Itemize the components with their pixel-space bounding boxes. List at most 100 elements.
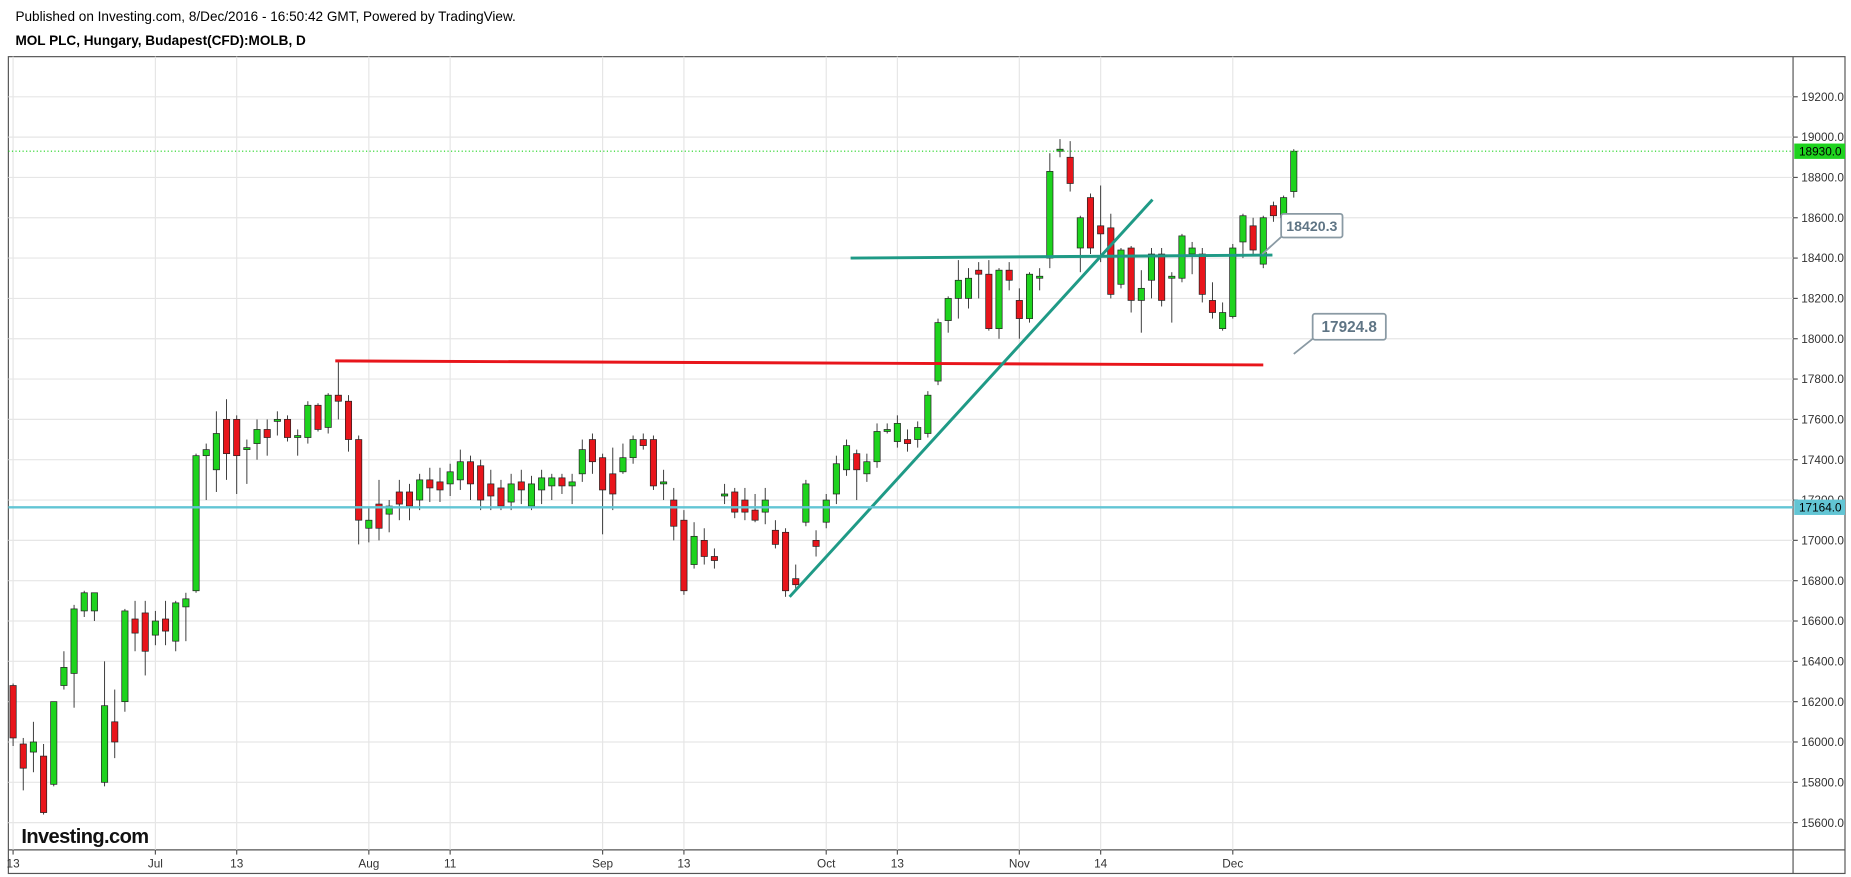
candle-body xyxy=(141,612,149,652)
candle-body xyxy=(832,463,840,495)
chart-frame xyxy=(7,56,1846,875)
x-tick-label: 14 xyxy=(1094,857,1108,871)
y-tick-label: 16400.0 xyxy=(1801,654,1844,668)
candle-body xyxy=(273,419,281,422)
candle-body xyxy=(395,491,403,505)
candle-body xyxy=(863,461,871,475)
candle-body xyxy=(456,461,464,481)
candle-body xyxy=(466,461,474,485)
candle-body xyxy=(375,503,383,529)
candle-body xyxy=(1208,300,1216,313)
candle-body xyxy=(192,455,200,592)
candle-body xyxy=(731,491,739,513)
x-tick-label: 13 xyxy=(230,857,244,871)
candle-body xyxy=(212,433,220,471)
candle-body xyxy=(29,741,37,753)
candle-body xyxy=(588,439,596,463)
candle-body xyxy=(1137,287,1145,301)
candle-body xyxy=(1229,247,1237,317)
candle-body xyxy=(710,556,718,561)
price-label-box xyxy=(1794,499,1845,515)
candle-body xyxy=(1076,217,1084,249)
candle-body xyxy=(1198,253,1206,295)
candle-body xyxy=(1046,171,1054,259)
candle-body xyxy=(812,540,820,547)
candle-body xyxy=(294,435,302,438)
candle-body xyxy=(1168,275,1176,279)
candle-body xyxy=(639,439,647,446)
candle-body xyxy=(70,608,78,674)
overlay: 18930.0 17164.0 18420.3 17924.8 xyxy=(8,143,1845,598)
x-tick-label: Oct xyxy=(817,857,836,871)
candle-body xyxy=(202,449,210,457)
y-tick-label: 18000.0 xyxy=(1801,332,1844,346)
candle-body xyxy=(50,701,58,785)
candle-body xyxy=(162,618,170,632)
y-tick-label: 16800.0 xyxy=(1801,574,1844,588)
candle-body xyxy=(131,618,139,634)
candle-body xyxy=(558,477,566,487)
candle-body xyxy=(345,400,353,440)
candle-body xyxy=(1239,215,1247,243)
trend-line xyxy=(788,198,1154,598)
candle-body xyxy=(243,447,251,450)
candle-body xyxy=(507,483,515,503)
candle-body xyxy=(965,277,973,299)
price-label: 17164.0 xyxy=(1799,500,1842,514)
candle-body xyxy=(182,598,190,608)
candle-body xyxy=(111,721,119,743)
candle-body xyxy=(985,273,993,330)
x-tick-label: Dec xyxy=(1222,857,1243,871)
x-tick-label: 13 xyxy=(7,857,21,871)
candle-body xyxy=(405,491,413,507)
candle-body xyxy=(365,519,373,529)
grid: 15600.0 15800.0 16000.0 16200.0 16400.0 16600… xyxy=(7,56,1844,871)
candle-body xyxy=(19,743,27,769)
candle-body xyxy=(487,483,495,497)
candle-body xyxy=(517,481,525,491)
candle-body xyxy=(90,592,98,612)
candle-body xyxy=(1188,247,1196,255)
y-tick-label: 18800.0 xyxy=(1801,171,1844,185)
candle-body xyxy=(1086,197,1094,249)
x-tick-label: Jul xyxy=(148,857,163,871)
candle-body xyxy=(477,465,485,501)
candle-body xyxy=(629,439,637,459)
candle-body xyxy=(314,404,322,430)
candle-body xyxy=(1097,225,1105,235)
candle-body xyxy=(873,431,881,463)
candle-body xyxy=(670,499,678,527)
candle-body xyxy=(1219,312,1227,330)
candle-body xyxy=(578,449,586,475)
candle-body xyxy=(568,481,576,487)
candle-body xyxy=(324,394,332,428)
candle-body xyxy=(1290,150,1298,192)
y-tick-label: 17400.0 xyxy=(1801,453,1844,467)
candle-body xyxy=(172,602,180,642)
candle-body xyxy=(649,439,657,487)
y-tick-label: 16600.0 xyxy=(1801,614,1844,628)
candle-body xyxy=(1107,227,1115,295)
callout-box xyxy=(1280,212,1344,239)
candle-body xyxy=(101,705,109,783)
x-tick-label: Sep xyxy=(592,857,613,871)
candle-body xyxy=(416,479,424,501)
candle-body xyxy=(822,499,830,523)
candle-body xyxy=(924,394,932,434)
x-tick-label: Aug xyxy=(358,857,379,871)
candle-body xyxy=(904,439,912,444)
callout-box xyxy=(1311,312,1387,341)
y-tick-label: 16000.0 xyxy=(1801,735,1844,749)
candle-body xyxy=(771,529,779,545)
price-label-box xyxy=(1794,143,1845,159)
candle-body xyxy=(60,667,68,686)
candle-body xyxy=(883,429,891,432)
y-tick-label: 19200.0 xyxy=(1801,90,1844,104)
x-tick-label: Nov xyxy=(1009,857,1030,871)
candle-body xyxy=(151,620,159,636)
candle-body xyxy=(843,445,851,471)
candle-body xyxy=(385,505,393,515)
candle-body xyxy=(934,322,942,382)
